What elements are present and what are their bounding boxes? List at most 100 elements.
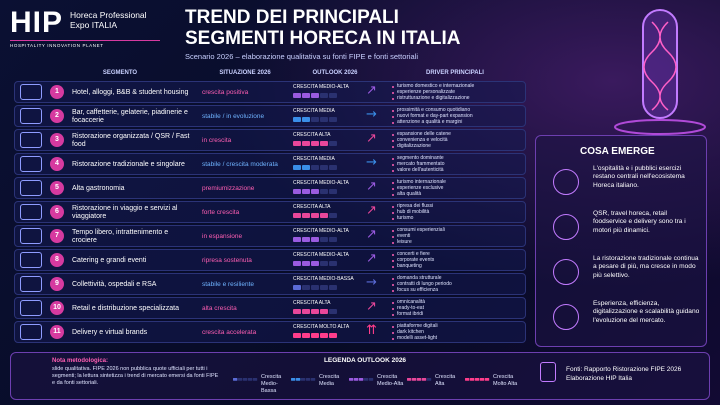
legend-title: LEGENDA OUTLOOK 2026 [323, 357, 407, 364]
logo-tagline: HOSPITALITY INNOVATION PLANET [10, 40, 160, 48]
bar-cell [479, 378, 485, 381]
bar-cell [358, 378, 364, 381]
row-band [14, 153, 526, 175]
segment-name: Hotel, alloggi, B&B & student housing [72, 89, 189, 96]
driver: digitalizzazione [397, 143, 431, 149]
insight-icon [553, 304, 579, 330]
column-header: DRIVER PRINCIPALI [426, 70, 484, 76]
row-icon [20, 300, 42, 316]
outlook-bar [293, 117, 338, 122]
driver: turismo [397, 215, 414, 221]
bar-cell [329, 309, 337, 314]
driver-bullet [392, 182, 394, 184]
outlook-bar [293, 333, 338, 338]
bar-cell [320, 309, 328, 314]
row-number: 6 [50, 205, 64, 219]
insight-text: Esperienza, efficienza, digitalizzazione… [593, 300, 700, 324]
driver-bullet [392, 308, 394, 310]
bar-cell [320, 165, 328, 170]
bar-cell [302, 165, 310, 170]
driver-bullet [392, 242, 394, 244]
row-band [14, 177, 526, 199]
situation: crescita positiva [202, 89, 249, 97]
driver: hub di mobilità [397, 209, 430, 215]
row-number: 5 [50, 181, 64, 195]
bar-cell [311, 261, 319, 266]
situation: crescita accelerata [202, 329, 257, 337]
segment-name: Ristorazione tradizionale e singolare [72, 161, 185, 168]
row-icon [20, 84, 42, 100]
driver-bullet [392, 146, 394, 148]
logo-mark: HIP [10, 6, 64, 39]
outlook-level: CRESCITA MEDIA [293, 156, 335, 162]
insight-text: QSR, travel horeca, retail foodservice e… [593, 210, 686, 234]
segment-name: Retail e distribuzione specializzata [72, 305, 179, 312]
driver: esperienze esclusive [397, 185, 444, 191]
capsule-illustration [614, 9, 706, 135]
bar-cell [233, 378, 238, 381]
bar-cell [311, 141, 319, 146]
source-text: Fonti: Rapporto Ristorazione FIPE 2026 [566, 366, 682, 373]
row-band [14, 105, 526, 127]
driver: turismo internazionale [397, 179, 446, 185]
driver: alta qualità [397, 191, 422, 197]
row-number: 10 [50, 301, 64, 315]
trend-arrow: ⇈ [366, 323, 377, 338]
row-band [14, 321, 526, 343]
trend-arrow: → [366, 275, 377, 290]
driver: piattaforme digitali [397, 323, 438, 329]
bar-cell [311, 309, 319, 314]
row-icon [20, 324, 42, 340]
bar-cell [302, 117, 310, 122]
bar-cell [320, 213, 328, 218]
row-number: 4 [50, 157, 64, 171]
row-number: 2 [50, 109, 64, 123]
driver-bullet [392, 158, 394, 160]
insight-icon [553, 259, 579, 285]
insight-text: La ristorazione tradizionale continua a … [593, 255, 699, 279]
bar-cell [329, 141, 337, 146]
bar-cell [320, 93, 328, 98]
driver-bullet [392, 98, 394, 100]
outlook-level: CRESCITA MEDIO-ALTA [293, 228, 349, 234]
driver-bullet [392, 170, 394, 172]
bar-cell [329, 189, 337, 194]
row-number: 9 [50, 277, 64, 291]
segment-name: Delivery e virtual brands [72, 329, 148, 336]
driver-bullet [392, 260, 394, 262]
row-number: 3 [50, 133, 64, 147]
bar-cell [293, 261, 301, 266]
trend-arrow: ↗ [366, 83, 377, 98]
bar-cell [368, 378, 374, 381]
bar-cell [329, 165, 337, 170]
bar-cell [302, 285, 310, 290]
driver-bullet [392, 92, 394, 94]
bar-cell [302, 333, 310, 338]
segment-name: Collettività, ospedali e RSA [72, 281, 157, 288]
driver: leisure [397, 239, 412, 245]
bar-cell [465, 378, 470, 381]
bar-cell [291, 378, 296, 381]
source-text: Elaborazione HIP Italia [566, 375, 633, 382]
driver-bullet [392, 206, 394, 208]
driver-bullet [392, 290, 394, 292]
bar-cell [293, 285, 301, 290]
situation: premiumizzazione [202, 185, 255, 193]
row-icon [20, 132, 42, 148]
title-line: TREND DEI PRINCIPALI [185, 7, 399, 28]
legend-label: Crescita Medio-Bassa [261, 374, 282, 394]
outlook-level: CRESCITA MEDIO-BASSA [293, 276, 354, 282]
title: TREND DEI PRINCIPALI SEGMENTI HORECA IN … [185, 7, 461, 49]
bar-cell [311, 189, 319, 194]
bar-cell [293, 213, 301, 218]
driver-bullet [392, 230, 394, 232]
row-icon [20, 276, 42, 292]
outlook-bar [293, 165, 338, 170]
segment-name: Alta gastronomia [72, 185, 125, 192]
insight-icon [553, 214, 579, 240]
bar-cell [320, 237, 328, 242]
row-number: 11 [50, 325, 64, 339]
logo-name-line: Horeca Professional [70, 10, 147, 20]
driver-bullet [392, 278, 394, 280]
bar-cell [293, 333, 301, 338]
